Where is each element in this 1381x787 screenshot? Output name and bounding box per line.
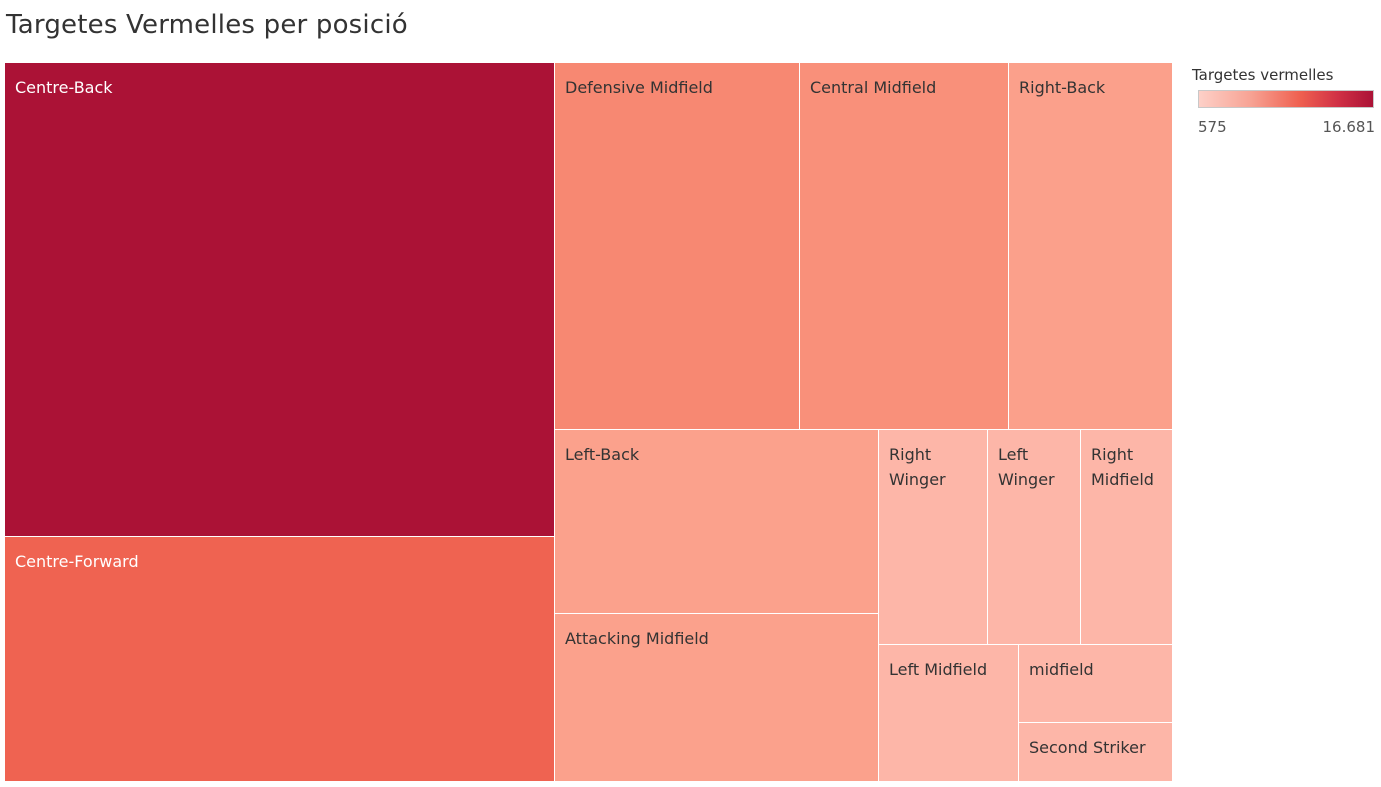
treemap-cell-label: Defensive Midfield [565, 78, 713, 97]
treemap-cell[interactable]: Second Striker [1019, 723, 1173, 782]
treemap-cell-label: midfield [1029, 660, 1094, 679]
chart-title: Targetes Vermelles per posició [6, 10, 408, 40]
treemap-cell-label: Attacking Midfield [565, 629, 709, 648]
treemap-cell-label: Left Midfield [889, 660, 988, 679]
legend-min-label: 575 [1198, 118, 1227, 136]
treemap-cell[interactable]: Centre-Forward [5, 537, 555, 782]
treemap-cell-label: Right Winger [889, 445, 946, 489]
legend-color-ramp [1198, 90, 1374, 108]
treemap-cell[interactable]: Right Midfield [1081, 430, 1173, 645]
treemap-cell-label: Left Winger [998, 445, 1055, 489]
treemap-cell[interactable]: Right-Back [1009, 63, 1173, 430]
legend-max-label: 16.681 [1322, 118, 1376, 136]
treemap-cell[interactable]: Left Winger [988, 430, 1081, 645]
treemap-cell[interactable]: Attacking Midfield [555, 614, 879, 782]
treemap-cell-label: Centre-Back [15, 78, 113, 97]
treemap-cell-label: Left-Back [565, 445, 640, 464]
treemap-cell[interactable]: Centre-Back [5, 63, 555, 537]
color-legend: Targetes vermelles 575 16.681 [1192, 66, 1377, 136]
treemap-cell-label: Right-Back [1019, 78, 1106, 97]
treemap: Centre-Back Centre-Forward Defensive Midfi… [5, 63, 1173, 782]
treemap-cell-label: Centre-Forward [15, 552, 139, 571]
treemap-cell[interactable]: Right Winger [879, 430, 988, 645]
treemap-cell[interactable]: Left Midfield [879, 645, 1019, 782]
treemap-cell[interactable]: midfield [1019, 645, 1173, 723]
treemap-cell[interactable]: Defensive Midfield [555, 63, 800, 430]
treemap-cell-label: Right Midfield [1091, 445, 1154, 489]
treemap-cell[interactable]: Left-Back [555, 430, 879, 614]
treemap-cell[interactable]: Central Midfield [800, 63, 1009, 430]
treemap-cell-label: Central Midfield [810, 78, 937, 97]
treemap-cell-label: Second Striker [1029, 738, 1146, 757]
legend-title: Targetes vermelles [1192, 66, 1334, 84]
